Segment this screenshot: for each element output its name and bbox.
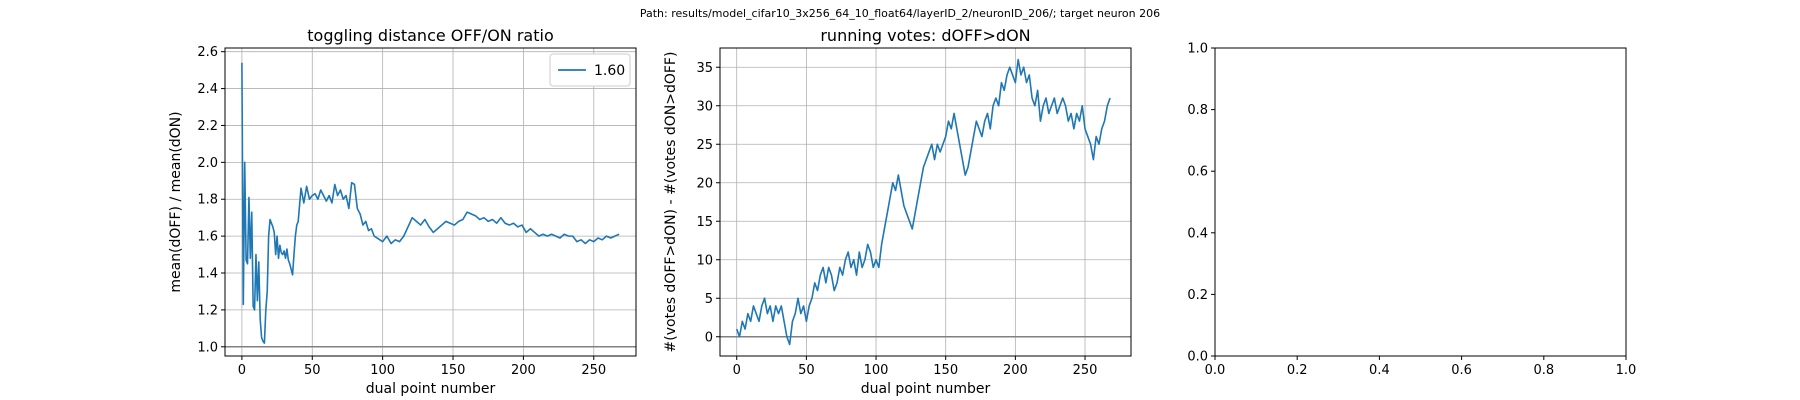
y-tick-label: 0.4: [1187, 226, 1208, 241]
y-tick-label: 2.6: [197, 45, 218, 60]
legend-label: 1.60: [594, 63, 625, 79]
y-tick-label: 0: [705, 330, 713, 345]
x-tick-label: 0.4: [1369, 363, 1390, 378]
x-tick-label: 100: [864, 363, 889, 378]
y-tick-label: 25: [696, 138, 713, 153]
axes-frame: [224, 47, 637, 357]
panel-title: running votes: dOFF>dON: [820, 26, 1030, 45]
x-tick-label: 250: [1073, 363, 1098, 378]
axes-frame: [1214, 47, 1627, 357]
panel-off-on-ratio: 0 50 100 150 200 250 1.0 1.2 1.4 1.6 1.8 2.0 2.2 2.4 2…: [168, 26, 637, 397]
y-tick-label: 2.2: [197, 119, 218, 134]
x-axis-label: dual point number: [861, 381, 991, 397]
x-tick-label: 150: [441, 363, 466, 378]
y-tick-label: 1.8: [197, 193, 218, 208]
y-tick-label: 1.6: [197, 230, 218, 245]
x-tick-label: 200: [511, 363, 536, 378]
y-tick-label: 1.2: [197, 303, 218, 318]
x-tick-label: 0: [733, 363, 741, 378]
y-tick-label: 1.4: [197, 267, 218, 282]
y-tick-label: 0.0: [1187, 350, 1208, 365]
x-tick-label: 0: [238, 363, 246, 378]
y-axis-label: mean(dOFF) / mean(dON): [168, 111, 184, 292]
x-tick-label: 0.8: [1533, 363, 1554, 378]
legend-box: [549, 53, 631, 87]
x-tick-label: 150: [933, 363, 958, 378]
y-tick-label: 2.0: [197, 156, 218, 171]
y-tick-label: 5: [705, 292, 713, 307]
y-tick-label: 2.4: [197, 82, 218, 97]
y-tick-label: 10: [696, 253, 713, 268]
y-tick-label: 30: [696, 99, 713, 114]
y-axis-label: #(votes dOFF>dON) - #(votes dON>dOFF): [663, 52, 679, 353]
y-tick-label: 15: [696, 215, 713, 230]
y-tick-label: 20: [696, 176, 713, 191]
x-axis-label: dual point number: [366, 381, 496, 397]
y-tick-label: 0.2: [1187, 288, 1208, 303]
x-tick-label: 50: [304, 363, 321, 378]
panel-empty-axes: 0.0 0.2 0.4 0.6 0.8 1.0 0.0 0.2 0.4 0.6 0.8 1.0: [1187, 42, 1636, 379]
axes-frame: [719, 47, 1132, 357]
x-tick-label: 200: [1003, 363, 1028, 378]
y-tick-label: 0.8: [1187, 103, 1208, 118]
y-tick-label: 0.6: [1187, 165, 1208, 180]
y-tick-label: 1.0: [197, 340, 218, 355]
x-tick-label: 100: [370, 363, 395, 378]
x-tick-label: 250: [581, 363, 606, 378]
x-tick-label: 0.6: [1451, 363, 1472, 378]
x-tick-label: 0.2: [1287, 363, 1308, 378]
figure-suptitle: Path: results/model_cifar10_3x256_64_10_…: [640, 7, 1160, 20]
x-tick-label: 1.0: [1616, 363, 1637, 378]
y-tick-label: 1.0: [1187, 42, 1208, 57]
series-line: [735, 58, 1111, 346]
y-tick-label: 35: [696, 61, 713, 76]
panel-running-votes: 0 50 100 150 200 250 0 5 10 15 20 25 30 35 running vot…: [663, 26, 1132, 397]
x-tick-label: 0.0: [1205, 363, 1226, 378]
x-tick-label: 50: [798, 363, 815, 378]
series-line: [241, 62, 620, 344]
panel-title: toggling distance OFF/ON ratio: [307, 26, 553, 45]
